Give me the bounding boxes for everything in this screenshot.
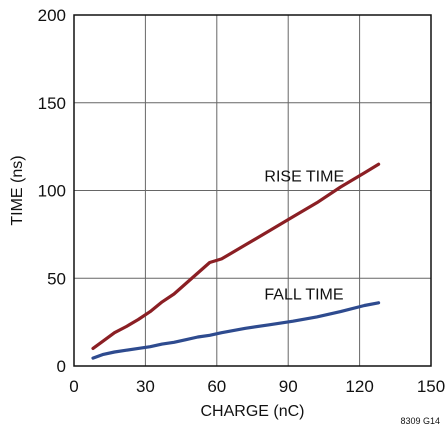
y-tick-label: 50 [47,269,66,288]
annotation-fall-time: FALL TIME [264,286,343,303]
y-tick-label: 200 [38,6,66,25]
x-tick-label: 120 [345,377,373,396]
x-axis-title: CHARGE (nC) [200,403,304,420]
series-line-fall-time [91,301,381,360]
x-tick-label: 0 [69,377,78,396]
figure-id: 8309 G14 [400,416,440,426]
plot-frame [73,14,432,367]
y-tick-label: 150 [38,94,66,113]
x-tick-label: 150 [417,377,445,396]
y-axis-title: TIME (ns) [9,155,26,225]
series-line-rise-time [91,162,381,350]
annotation-rise-time: RISE TIME [264,169,344,186]
tick-labels: 0 30 60 90 120 150 0 50 100 150 200 [38,6,445,396]
x-tick-label: 30 [136,377,155,396]
annotations: RISE TIME FALL TIME [264,169,344,304]
y-tick-label: 100 [38,182,66,201]
x-tick-label: 60 [207,377,226,396]
y-tick-label: 0 [57,357,66,376]
grid-lines [74,15,431,366]
x-tick-label: 90 [279,377,298,396]
series-lines [91,162,381,360]
